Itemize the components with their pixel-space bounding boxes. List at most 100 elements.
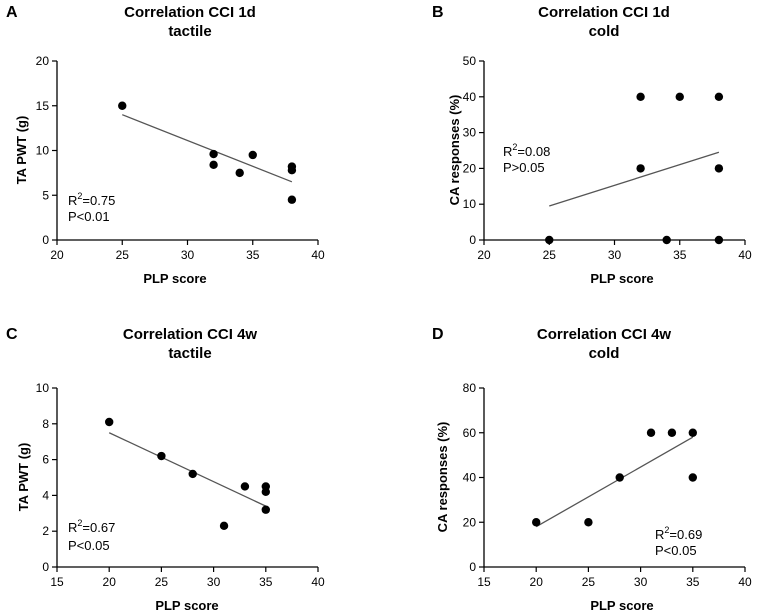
- data-point: [287, 165, 297, 175]
- data-point: [188, 469, 197, 479]
- x-tick-label: 30: [207, 575, 221, 589]
- panel-letter: A: [6, 4, 18, 21]
- y-tick-label: 10: [36, 381, 50, 395]
- data-point: [584, 518, 593, 527]
- data-point: [688, 473, 697, 482]
- data-point: [287, 195, 297, 204]
- x-tick-label: 20: [477, 248, 491, 262]
- y-tick-label: 6: [42, 453, 49, 467]
- data-point: [240, 482, 250, 491]
- data-point: [209, 149, 218, 159]
- x-tick-label: 30: [181, 248, 195, 262]
- y-tick-label: 20: [463, 161, 477, 175]
- panel-b: B Correlation CCI 1d cold CA responses (…: [432, 4, 752, 286]
- data-point: [157, 451, 166, 461]
- y-tick-label: 60: [463, 426, 477, 440]
- chart-title: Correlation CCI 1d: [124, 4, 256, 21]
- data-point: [105, 417, 114, 427]
- x-tick-label: 20: [530, 575, 544, 589]
- data-point: [714, 235, 724, 245]
- x-axis-label: PLP score: [590, 271, 653, 286]
- y-tick-label: 4: [42, 488, 49, 502]
- data-point: [667, 428, 677, 437]
- x-axis-label: PLP score: [143, 271, 206, 286]
- data-point: [209, 160, 218, 170]
- x-tick-label: 40: [311, 248, 325, 262]
- x-tick-label: 35: [673, 248, 687, 262]
- regression-line: [535, 436, 694, 528]
- x-tick-label: 25: [116, 248, 130, 262]
- p-value-annotation: P<0.01: [68, 209, 110, 224]
- regression-line: [108, 432, 267, 507]
- y-tick-label: 40: [463, 471, 477, 485]
- data-point: [261, 487, 270, 497]
- x-tick-label: 40: [738, 575, 752, 589]
- chart-subtitle: cold: [589, 23, 620, 40]
- panel-d: D Correlation CCI 4w cold CA responses (…: [432, 326, 752, 613]
- y-tick-label: 5: [42, 188, 49, 202]
- data-point: [662, 235, 671, 245]
- y-tick-label: 2: [42, 524, 49, 538]
- data-point: [688, 428, 697, 437]
- x-tick-label: 20: [103, 575, 117, 589]
- r-squared-annotation: R2=0.75: [68, 191, 115, 208]
- y-tick-label: 10: [36, 144, 50, 158]
- y-tick-label: 0: [469, 560, 476, 574]
- data-point: [615, 473, 624, 482]
- regression-line: [122, 114, 293, 183]
- data-point: [261, 505, 270, 514]
- chart-subtitle: tactile: [168, 23, 211, 40]
- y-tick-label: 20: [36, 54, 50, 68]
- x-axis-label: PLP score: [590, 598, 653, 613]
- data-point: [219, 521, 229, 531]
- x-axis-label: PLP score: [155, 598, 218, 613]
- x-tick-label: 30: [608, 248, 622, 262]
- x-tick-label: 25: [582, 575, 596, 589]
- y-tick-label: 0: [469, 233, 476, 247]
- y-tick-label: 50: [463, 54, 477, 68]
- p-value-annotation: P>0.05: [503, 160, 545, 175]
- x-tick-label: 35: [259, 575, 273, 589]
- x-tick-label: 20: [50, 248, 64, 262]
- x-tick-label: 40: [311, 575, 325, 589]
- panel-c: C Correlation CCI 4w tactile TA PWT (g) …: [6, 326, 325, 613]
- data-point: [636, 92, 645, 102]
- y-tick-label: 10: [463, 197, 477, 211]
- data-point: [532, 518, 541, 527]
- r-squared-annotation: R2=0.08: [503, 142, 550, 159]
- x-tick-label: 25: [155, 575, 169, 589]
- panel-letter: D: [432, 326, 444, 343]
- chart-title: Correlation CCI 4w: [123, 326, 258, 343]
- chart-subtitle: tactile: [168, 345, 211, 362]
- y-tick-label: 40: [463, 90, 477, 104]
- x-tick-label: 15: [477, 575, 491, 589]
- panel-a: A Correlation CCI 1d tactile TA PWT (g) …: [6, 4, 325, 286]
- data-point: [545, 235, 554, 245]
- p-value-annotation: P<0.05: [655, 543, 697, 558]
- r-squared-annotation: R2=0.67: [68, 518, 115, 535]
- x-tick-label: 30: [634, 575, 648, 589]
- y-axis-label: CA responses (%): [447, 95, 462, 206]
- x-tick-label: 35: [686, 575, 700, 589]
- x-tick-label: 35: [246, 248, 260, 262]
- data-point: [248, 150, 257, 160]
- x-tick-label: 15: [50, 575, 64, 589]
- y-tick-label: 0: [42, 560, 49, 574]
- x-tick-label: 25: [543, 248, 557, 262]
- y-tick-label: 15: [36, 99, 50, 113]
- y-tick-label: 80: [463, 381, 477, 395]
- data-point: [714, 164, 724, 173]
- panel-letter: B: [432, 4, 444, 21]
- data-point: [118, 101, 127, 110]
- y-axis-label: TA PWT (g): [14, 116, 29, 185]
- panel-letter: C: [6, 326, 18, 343]
- data-point: [235, 168, 244, 178]
- y-tick-label: 0: [42, 233, 49, 247]
- r-squared-annotation: R2=0.69: [655, 525, 702, 542]
- data-point: [646, 428, 656, 437]
- y-tick-label: 20: [463, 515, 477, 529]
- y-axis-label: CA responses (%): [435, 422, 450, 533]
- regression-line: [549, 151, 720, 207]
- chart-title: Correlation CCI 1d: [538, 4, 670, 21]
- x-tick-label: 40: [738, 248, 752, 262]
